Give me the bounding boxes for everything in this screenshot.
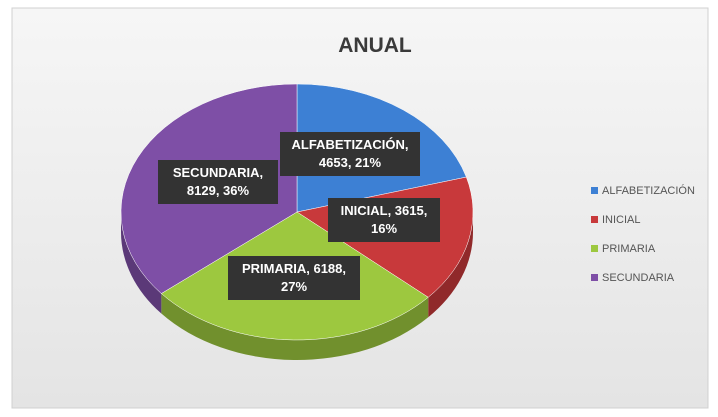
data-label: SECUNDARIA, 8129, 36% bbox=[158, 160, 278, 204]
chart-title: ANUAL bbox=[338, 34, 412, 57]
slice-side bbox=[428, 212, 473, 318]
legend-swatch bbox=[591, 245, 598, 252]
slice-side bbox=[121, 212, 162, 314]
slice-side bbox=[161, 293, 429, 361]
legend-label: INICIAL bbox=[602, 214, 641, 226]
legend-swatch bbox=[591, 187, 598, 194]
legend-label: SECUNDARIA bbox=[602, 272, 675, 284]
data-label: INICIAL, 3615, 16% bbox=[328, 198, 440, 242]
data-label: PRIMARIA, 6188, 27% bbox=[228, 256, 360, 300]
legend-swatch bbox=[591, 274, 598, 281]
legend-label: PRIMARIA bbox=[602, 243, 656, 255]
legend-label: ALFABETIZACIÓN bbox=[602, 184, 695, 197]
legend-swatch bbox=[591, 216, 598, 223]
data-label: ALFABETIZACIÓN, 4653, 21% bbox=[280, 132, 420, 176]
